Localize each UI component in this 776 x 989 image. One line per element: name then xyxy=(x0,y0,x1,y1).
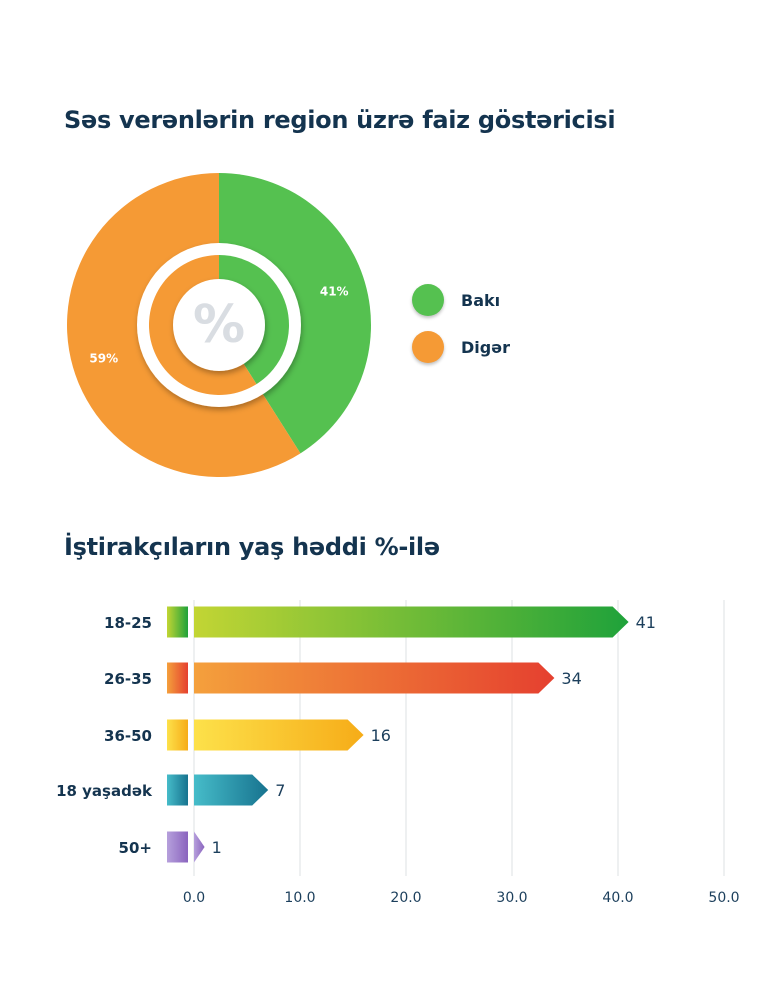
bar xyxy=(194,606,629,638)
bar xyxy=(194,719,364,751)
legend-item-baki: Bakı xyxy=(412,284,500,316)
x-tick-label: 40.0 xyxy=(602,890,633,906)
bar-value-label: 41 xyxy=(636,613,656,632)
slice-label-bakı: 41% xyxy=(320,285,349,299)
percent-icon: % xyxy=(193,295,245,355)
x-tick-label: 20.0 xyxy=(390,890,421,906)
donut-chart: % 41% 59% xyxy=(66,173,371,477)
bar-stub xyxy=(167,606,188,638)
category-label: 18 yaşadək xyxy=(56,782,153,800)
legend-item-diger: Digər xyxy=(412,331,510,363)
bar-stub xyxy=(167,719,188,751)
donut-center xyxy=(173,279,265,371)
category-label: 26-35 xyxy=(104,670,152,688)
bar-value-label: 16 xyxy=(371,726,391,745)
x-tick-label: 50.0 xyxy=(708,890,739,906)
category-label: 36-50 xyxy=(104,727,152,745)
donut-chart-title: Səs verənlərin region üzrə faiz göstəric… xyxy=(64,106,616,134)
bar xyxy=(194,831,205,863)
category-label: 18-25 xyxy=(104,614,152,632)
legend-label-baki: Bakı xyxy=(461,290,501,310)
bar-stub xyxy=(167,774,188,806)
slice-label-digər: 59% xyxy=(89,351,118,365)
bar-value-label: 1 xyxy=(212,838,222,857)
bar xyxy=(194,662,555,694)
legend-swatch-diger xyxy=(412,331,444,363)
legend-swatch-baki xyxy=(412,284,444,316)
category-label: 50+ xyxy=(119,839,152,857)
bar-stub xyxy=(167,831,188,863)
x-tick-label: 30.0 xyxy=(496,890,527,906)
x-tick-label: 10.0 xyxy=(284,890,315,906)
bar-chart-title: İştirakçıların yaş həddi %-ilə xyxy=(64,533,440,561)
bar-stub xyxy=(167,662,188,694)
bar-value-label: 7 xyxy=(275,781,285,800)
bar xyxy=(194,774,269,806)
x-tick-label: 0.0 xyxy=(183,890,205,906)
legend-label-diger: Digər xyxy=(461,337,510,357)
bar-value-label: 34 xyxy=(561,669,581,688)
bar-chart: 0.0 10.0 20.0 30.0 40.0 50.0 18-25 41 26-35 34 36-… xyxy=(56,600,740,906)
